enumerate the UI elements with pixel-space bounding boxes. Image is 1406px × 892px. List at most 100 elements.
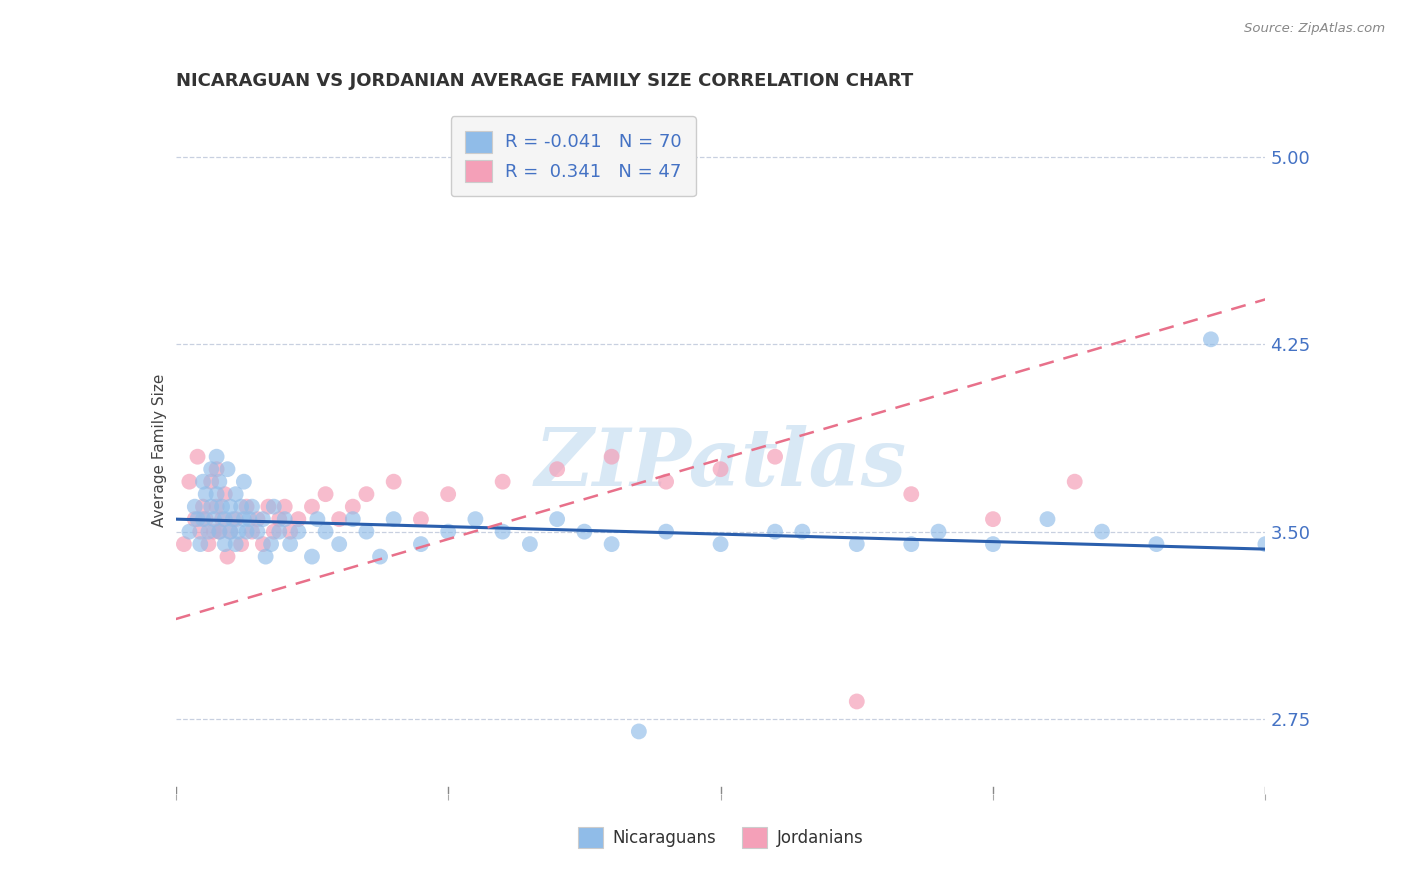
Point bbox=[217, 549, 239, 564]
Point bbox=[981, 537, 1004, 551]
Legend: Nicaraguans, Jordanians: Nicaraguans, Jordanians bbox=[571, 821, 870, 855]
Point bbox=[219, 500, 242, 514]
Point bbox=[200, 500, 222, 514]
Point bbox=[235, 524, 257, 539]
Point bbox=[1036, 512, 1059, 526]
Point bbox=[600, 450, 623, 464]
Point bbox=[254, 549, 277, 564]
Point bbox=[845, 694, 868, 708]
Point bbox=[981, 512, 1004, 526]
Text: Source: ZipAtlas.com: Source: ZipAtlas.com bbox=[1244, 22, 1385, 36]
Point bbox=[464, 512, 486, 526]
Point bbox=[200, 462, 222, 476]
Point bbox=[328, 512, 350, 526]
Point bbox=[188, 537, 211, 551]
Point bbox=[186, 450, 209, 464]
Point bbox=[627, 724, 650, 739]
Point bbox=[315, 487, 337, 501]
Point bbox=[342, 512, 364, 526]
Point bbox=[211, 500, 233, 514]
Point bbox=[194, 512, 217, 526]
Point bbox=[232, 475, 254, 489]
Point bbox=[900, 537, 922, 551]
Point bbox=[1144, 537, 1167, 551]
Point bbox=[356, 487, 378, 501]
Point bbox=[219, 524, 242, 539]
Point bbox=[231, 500, 253, 514]
Point bbox=[274, 512, 297, 526]
Point bbox=[219, 524, 242, 539]
Point bbox=[328, 537, 350, 551]
Point bbox=[222, 512, 245, 526]
Point bbox=[252, 512, 274, 526]
Point bbox=[214, 487, 236, 501]
Point bbox=[1199, 332, 1222, 346]
Point bbox=[900, 487, 922, 501]
Text: ZIPatlas: ZIPatlas bbox=[534, 425, 907, 503]
Point bbox=[1063, 475, 1085, 489]
Point bbox=[274, 500, 297, 514]
Point bbox=[263, 500, 285, 514]
Point bbox=[437, 487, 460, 501]
Point bbox=[208, 475, 231, 489]
Point bbox=[240, 524, 263, 539]
Point bbox=[202, 524, 225, 539]
Point bbox=[257, 500, 280, 514]
Point bbox=[205, 500, 228, 514]
Point bbox=[217, 462, 239, 476]
Y-axis label: Average Family Size: Average Family Size bbox=[152, 374, 167, 527]
Point bbox=[173, 537, 195, 551]
Point bbox=[208, 524, 231, 539]
Point bbox=[1091, 524, 1114, 539]
Point bbox=[260, 537, 283, 551]
Point bbox=[191, 512, 214, 526]
Point bbox=[278, 524, 301, 539]
Text: NICARAGUAN VS JORDANIAN AVERAGE FAMILY SIZE CORRELATION CHART: NICARAGUAN VS JORDANIAN AVERAGE FAMILY S… bbox=[176, 72, 912, 90]
Point bbox=[202, 512, 225, 526]
Point bbox=[287, 524, 309, 539]
Point bbox=[205, 462, 228, 476]
Point bbox=[368, 549, 391, 564]
Point bbox=[269, 512, 291, 526]
Point bbox=[232, 512, 254, 526]
Point bbox=[600, 537, 623, 551]
Point bbox=[214, 512, 236, 526]
Point bbox=[208, 524, 231, 539]
Point bbox=[252, 537, 274, 551]
Point bbox=[307, 512, 329, 526]
Point bbox=[211, 512, 233, 526]
Point bbox=[763, 450, 786, 464]
Point bbox=[197, 537, 219, 551]
Point bbox=[246, 512, 269, 526]
Point bbox=[179, 524, 201, 539]
Point bbox=[263, 524, 285, 539]
Point bbox=[546, 512, 568, 526]
Point bbox=[655, 524, 678, 539]
Point bbox=[382, 475, 405, 489]
Point bbox=[231, 537, 253, 551]
Point bbox=[205, 487, 228, 501]
Point bbox=[437, 524, 460, 539]
Point bbox=[409, 512, 432, 526]
Point bbox=[301, 500, 323, 514]
Point bbox=[240, 500, 263, 514]
Point bbox=[792, 524, 814, 539]
Point bbox=[179, 475, 201, 489]
Point bbox=[238, 512, 260, 526]
Point bbox=[492, 524, 515, 539]
Point bbox=[188, 524, 211, 539]
Point bbox=[269, 524, 291, 539]
Point bbox=[710, 462, 733, 476]
Point bbox=[235, 500, 257, 514]
Point bbox=[1254, 537, 1277, 551]
Point bbox=[382, 512, 405, 526]
Point bbox=[492, 475, 515, 489]
Point bbox=[342, 500, 364, 514]
Point bbox=[655, 475, 678, 489]
Point bbox=[214, 537, 236, 551]
Point bbox=[928, 524, 950, 539]
Point bbox=[546, 462, 568, 476]
Point bbox=[574, 524, 596, 539]
Point bbox=[315, 524, 337, 539]
Point bbox=[409, 537, 432, 551]
